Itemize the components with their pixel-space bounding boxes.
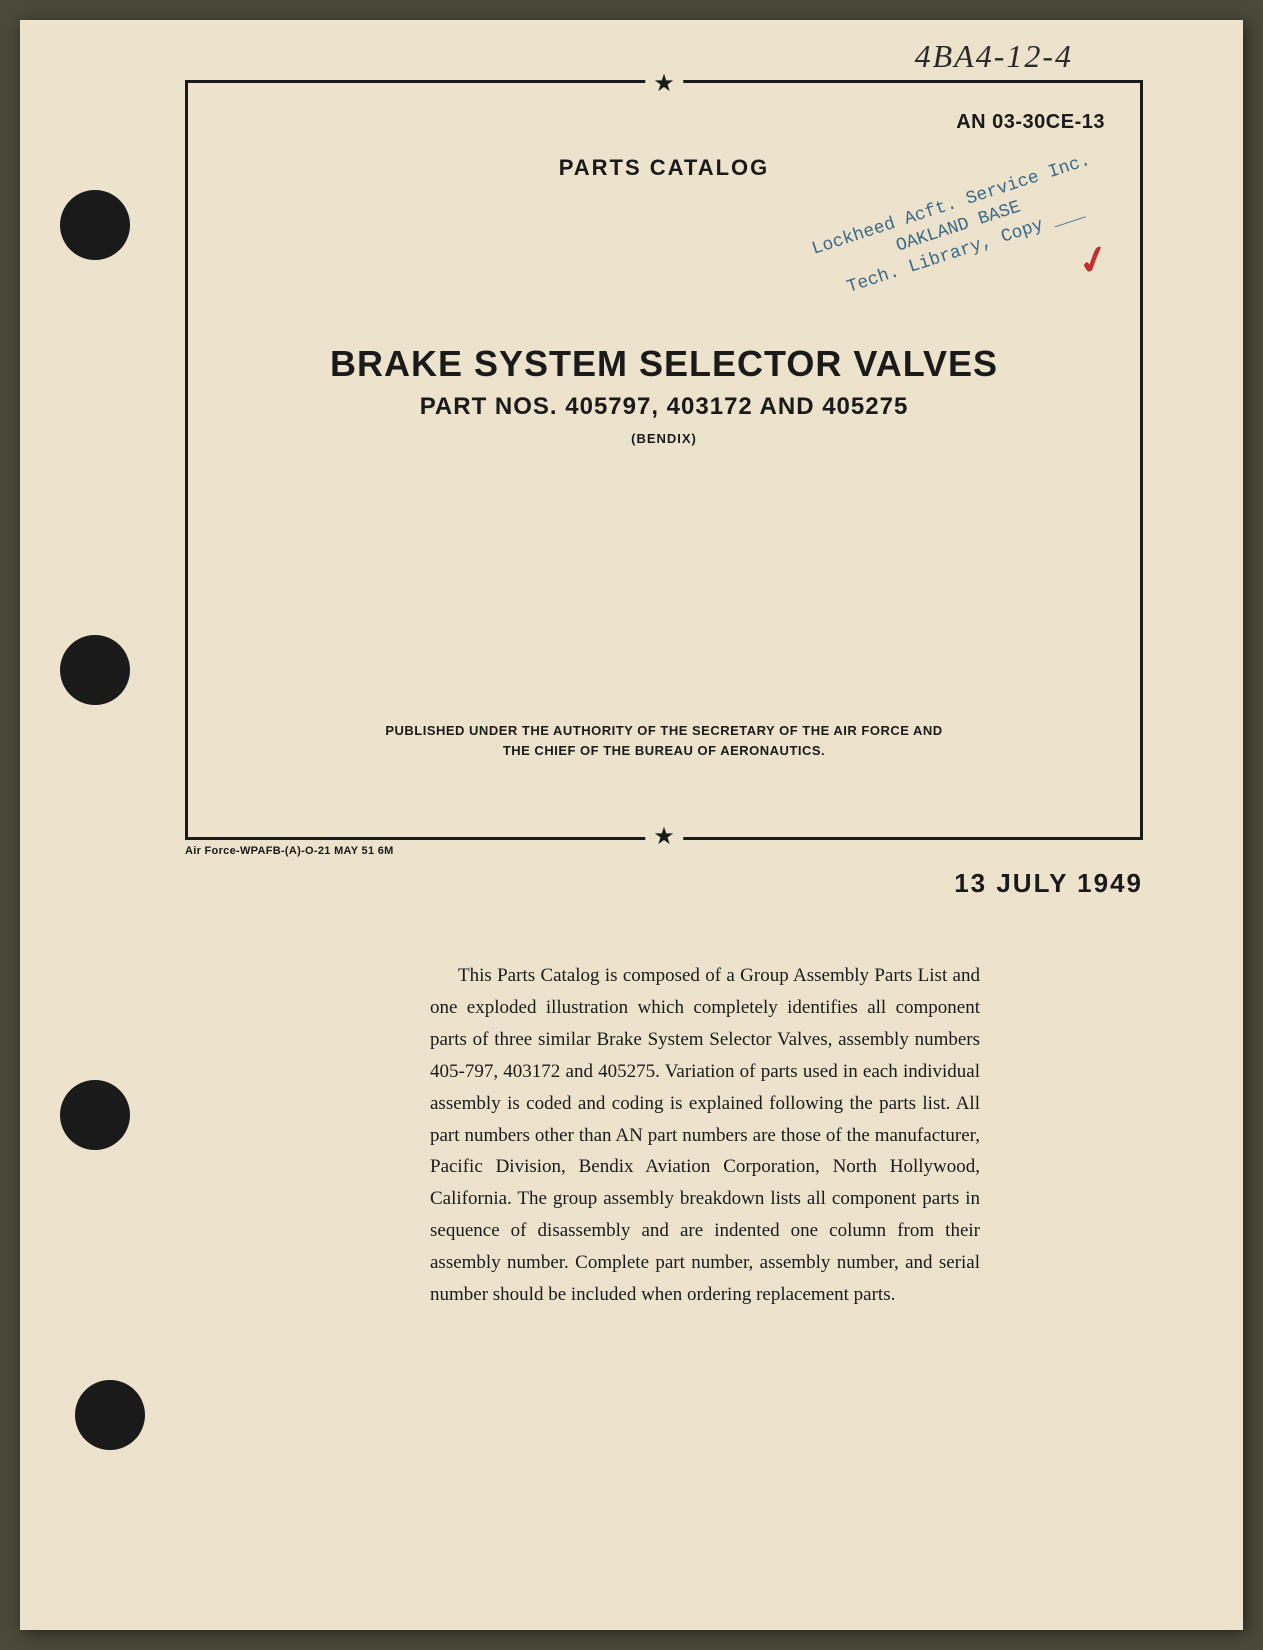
catalog-label: PARTS CATALOG — [188, 155, 1140, 181]
checkmark-annotation: ✓ — [1073, 235, 1115, 287]
binder-hole — [60, 1080, 130, 1150]
binder-hole — [60, 190, 130, 260]
manufacturer: (BENDIX) — [188, 431, 1140, 446]
star-decoration-top: ★ — [645, 69, 683, 98]
print-info: Air Force-WPAFB-(A)-O-21 MAY 51 6M — [185, 845, 394, 857]
body-text-content: This Parts Catalog is composed of a Grou… — [430, 965, 980, 1305]
document-page: 4BA4-12-4 ★ ★ AN 03-30CE-13 PARTS CATALO… — [20, 20, 1243, 1630]
binder-hole — [75, 1380, 145, 1450]
binder-hole — [60, 635, 130, 705]
star-decoration-bottom: ★ — [645, 822, 683, 851]
authority-line: THE CHIEF OF THE BUREAU OF AERONAUTICS. — [248, 741, 1080, 761]
body-paragraph: This Parts Catalog is composed of a Grou… — [430, 960, 980, 1311]
part-numbers: PART NOS. 405797, 403172 AND 405275 — [188, 393, 1140, 421]
document-number: AN 03-30CE-13 — [956, 111, 1105, 134]
main-title: BRAKE SYSTEM SELECTOR VALVES — [188, 343, 1140, 385]
authority-statement: PUBLISHED UNDER THE AUTHORITY OF THE SEC… — [248, 721, 1080, 760]
authority-line: PUBLISHED UNDER THE AUTHORITY OF THE SEC… — [248, 721, 1080, 741]
handwritten-annotation: 4BA4-12-4 — [915, 38, 1073, 75]
title-frame: ★ ★ AN 03-30CE-13 PARTS CATALOG Lockheed… — [185, 80, 1143, 840]
publication-date: 13 JULY 1949 — [954, 868, 1143, 899]
